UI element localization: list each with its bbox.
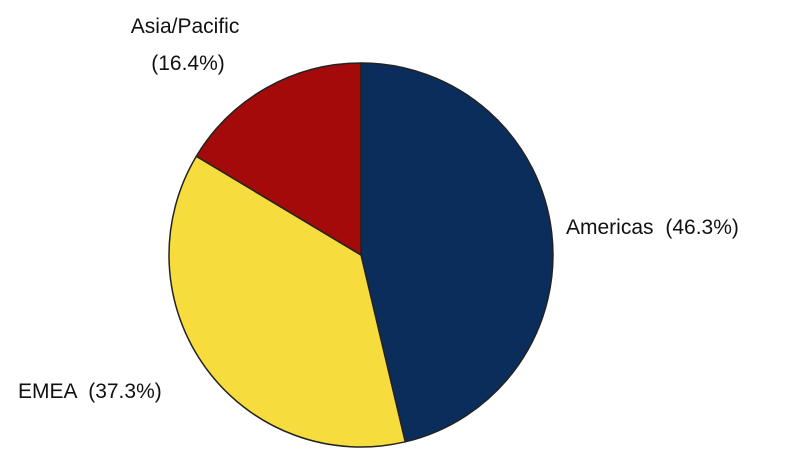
slice-label-asia-pacific-percent: (16.4%) [151, 52, 225, 75]
slice-label-americas-percent: (46.3%) [665, 216, 739, 239]
slice-label-emea-name: EMEA [18, 380, 78, 403]
slice-label-emea: EMEA (37.3%) [18, 380, 162, 403]
slice-label-asia-pacific: Asia/Pacific (16.4%) [131, 15, 245, 75]
slice-label-asia-pacific-name: Asia/Pacific [131, 15, 240, 38]
pie-slice-americas [360, 62, 554, 443]
pie-slice-asia-pacific [195, 62, 362, 256]
pie-slices [168, 62, 554, 448]
slice-label-americas-name: Americas [566, 216, 654, 239]
pie-slice-emea [168, 155, 406, 448]
slice-label-emea-percent: (37.3%) [88, 380, 162, 403]
slice-label-americas: Americas (46.3%) [566, 216, 739, 239]
